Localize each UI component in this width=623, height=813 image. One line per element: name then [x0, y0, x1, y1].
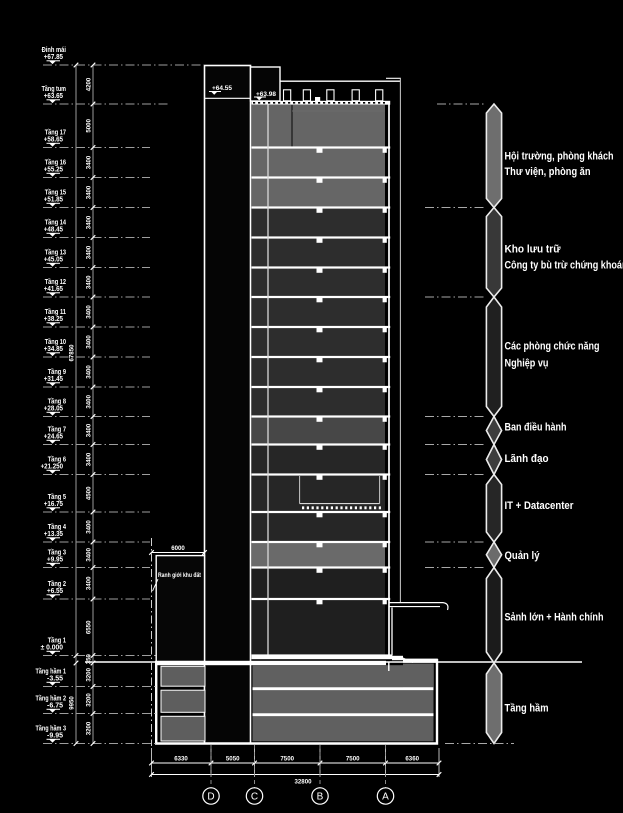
- svg-text:Tầng hầm 2: Tầng hầm 2: [36, 694, 67, 703]
- svg-text:5050: 5050: [226, 756, 240, 763]
- svg-text:+51.85: +51.85: [44, 195, 63, 203]
- svg-text:Tầng 1: Tầng 1: [48, 636, 66, 645]
- svg-text:Công ty bù trừ chứng khoán: Công ty bù trừ chứng khoán: [505, 260, 623, 272]
- svg-text:Tầng 6: Tầng 6: [48, 455, 66, 464]
- svg-text:6330: 6330: [174, 756, 188, 763]
- svg-text:Tầng 11: Tầng 11: [45, 307, 66, 316]
- svg-text:+31.45: +31.45: [44, 375, 63, 383]
- svg-text:Ranh giới khu đất: Ranh giới khu đất: [158, 571, 202, 579]
- svg-text:+48.45: +48.45: [44, 225, 63, 233]
- svg-text:D: D: [207, 792, 214, 803]
- svg-text:+38.25: +38.25: [44, 315, 63, 323]
- svg-text:Tầng 14: Tầng 14: [45, 218, 66, 227]
- svg-text:C: C: [251, 792, 258, 803]
- svg-text:3200: 3200: [86, 722, 93, 736]
- svg-text:B: B: [317, 792, 324, 803]
- svg-text:Tầng 15: Tầng 15: [45, 188, 66, 197]
- svg-text:A: A: [382, 792, 389, 803]
- svg-text:+67.85: +67.85: [44, 53, 63, 61]
- svg-text:Tầng hầm 3: Tầng hầm 3: [36, 724, 67, 733]
- svg-text:+9.95: +9.95: [47, 555, 63, 563]
- svg-text:Thư viện, phòng ăn: Thư viện, phòng ăn: [505, 166, 591, 178]
- svg-text:67850: 67850: [69, 344, 76, 361]
- svg-text:Quản lý: Quản lý: [505, 550, 541, 562]
- svg-text:Tầng 16: Tầng 16: [45, 158, 66, 167]
- svg-text:+24.65: +24.65: [44, 432, 63, 440]
- svg-text:Tầng hầm 1: Tầng hầm 1: [36, 667, 67, 676]
- svg-text:+63.98: +63.98: [256, 91, 276, 98]
- svg-text:Kho lưu trữ: Kho lưu trữ: [505, 244, 561, 256]
- svg-text:+45.05: +45.05: [44, 255, 63, 263]
- svg-text:+34.85: +34.85: [44, 345, 63, 353]
- svg-text:+55.25: +55.25: [44, 165, 63, 173]
- svg-text:+63.65: +63.65: [44, 92, 63, 100]
- svg-text:3400: 3400: [86, 520, 93, 534]
- svg-text:± 0.000: ± 0.000: [41, 643, 63, 651]
- svg-text:+28.05: +28.05: [44, 404, 63, 412]
- svg-text:5000: 5000: [86, 119, 93, 133]
- svg-text:6550: 6550: [86, 620, 93, 634]
- svg-text:Hội trường, phòng khách: Hội trường, phòng khách: [505, 151, 614, 163]
- svg-text:3200: 3200: [86, 693, 93, 707]
- svg-text:3400: 3400: [86, 548, 93, 562]
- svg-text:7500: 7500: [280, 756, 294, 763]
- svg-text:3400: 3400: [86, 216, 93, 230]
- svg-text:Tầng hầm: Tầng hầm: [505, 703, 549, 715]
- svg-text:Tầng 13: Tầng 13: [45, 248, 66, 257]
- svg-text:Lãnh đạo: Lãnh đạo: [505, 453, 549, 465]
- svg-text:+41.65: +41.65: [44, 285, 63, 293]
- svg-text:3400: 3400: [86, 576, 93, 590]
- svg-text:32800: 32800: [295, 779, 312, 786]
- svg-text:7500: 7500: [346, 756, 360, 763]
- svg-text:3400: 3400: [86, 424, 93, 438]
- svg-text:3400: 3400: [86, 365, 93, 379]
- svg-text:Tầng 4: Tầng 4: [48, 522, 66, 531]
- svg-text:6360: 6360: [405, 756, 419, 763]
- svg-text:IT + Datacenter: IT + Datacenter: [505, 500, 575, 512]
- svg-text:Nghiệp vụ: Nghiệp vụ: [505, 358, 549, 370]
- svg-text:3400: 3400: [86, 275, 93, 289]
- svg-text:Tầng 7: Tầng 7: [48, 425, 66, 434]
- svg-text:Ban điều hành: Ban điều hành: [505, 422, 567, 434]
- svg-text:+58.65: +58.65: [44, 135, 63, 143]
- svg-text:Tầng 2: Tầng 2: [48, 579, 66, 588]
- svg-text:+21.250: +21.250: [41, 462, 63, 470]
- svg-text:Tầng 3: Tầng 3: [48, 548, 66, 557]
- svg-text:3400: 3400: [86, 305, 93, 319]
- svg-text:Tầng 8: Tầng 8: [48, 397, 66, 406]
- svg-text:-6.75: -6.75: [47, 701, 63, 709]
- svg-text:Sảnh lớn + Hành chính: Sảnh lớn + Hành chính: [505, 612, 604, 624]
- svg-text:4200: 4200: [86, 78, 93, 92]
- svg-text:Đỉnh mái: Đỉnh mái: [42, 46, 66, 54]
- svg-text:+13.35: +13.35: [44, 530, 63, 538]
- svg-text:3200: 3200: [86, 668, 93, 682]
- svg-text:+64.55: +64.55: [212, 85, 232, 92]
- svg-text:+16.75: +16.75: [44, 500, 63, 508]
- svg-text:Tầng 10: Tầng 10: [45, 337, 66, 346]
- svg-text:+6.55: +6.55: [47, 587, 63, 595]
- svg-text:Tầng 17: Tầng 17: [45, 128, 66, 137]
- svg-text:3400: 3400: [86, 186, 93, 200]
- svg-text:350: 350: [86, 654, 93, 664]
- svg-text:Tầng 9: Tầng 9: [48, 367, 66, 376]
- svg-text:3400: 3400: [86, 156, 93, 170]
- svg-text:Tầng 12: Tầng 12: [45, 277, 66, 286]
- svg-text:3400: 3400: [86, 246, 93, 260]
- svg-text:3400: 3400: [86, 335, 93, 349]
- svg-text:-3.55: -3.55: [47, 674, 63, 682]
- svg-text:4500: 4500: [86, 486, 93, 500]
- svg-text:3400: 3400: [86, 395, 93, 409]
- svg-text:9950: 9950: [69, 696, 76, 710]
- svg-text:Tầng tum: Tầng tum: [42, 84, 66, 93]
- svg-text:Tầng 5: Tầng 5: [48, 492, 66, 501]
- svg-text:-9.95: -9.95: [47, 731, 63, 739]
- svg-text:6000: 6000: [171, 545, 185, 552]
- svg-text:Các phòng chức năng: Các phòng chức năng: [505, 341, 600, 353]
- svg-text:3400: 3400: [86, 453, 93, 467]
